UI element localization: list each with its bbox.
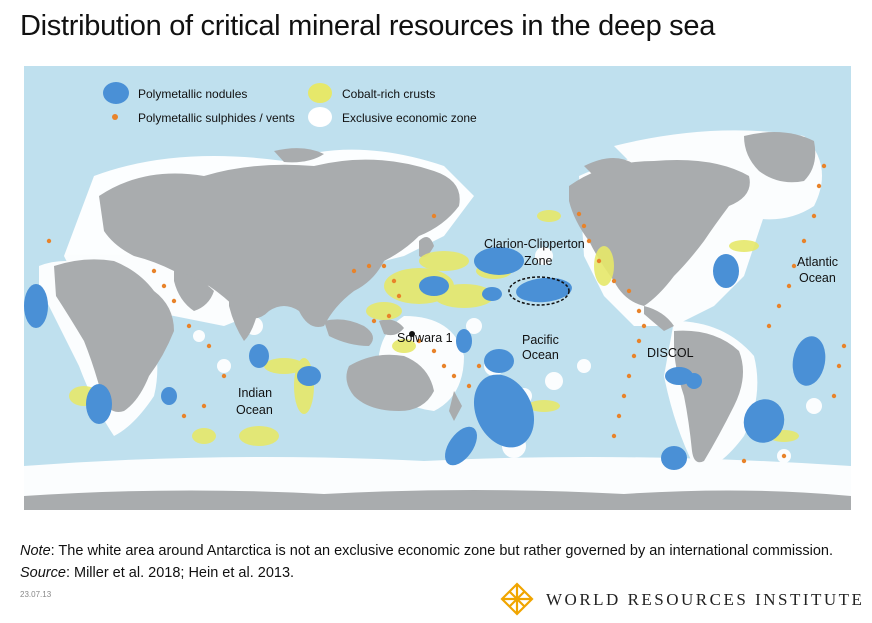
land-eurasia	[99, 159, 460, 327]
polymetallic-nodules	[24, 247, 826, 470]
land-se-asia	[324, 319, 373, 346]
land-arabia	[174, 271, 214, 311]
land-masses	[24, 132, 851, 510]
legend-eez-swatch	[308, 107, 332, 127]
ccz-outline	[508, 276, 570, 306]
label-indian-1: Indian	[238, 386, 272, 400]
legend-nodules-swatch	[103, 82, 129, 104]
label-ccz-2: Zone	[524, 254, 553, 268]
label-atlantic-1: Atlantic	[797, 255, 838, 269]
source-text: : Miller et al. 2018; Hein et al. 2013.	[65, 565, 295, 581]
note-text: : The white area around Antarctica is no…	[50, 543, 834, 559]
legend: Polymetallic nodules Polymetallic sulphi…	[103, 82, 477, 127]
label-pacific-1: Pacific	[522, 333, 559, 347]
label-solwara: Solwara 1	[397, 331, 453, 345]
land-australia	[346, 354, 434, 411]
solwara-marker	[409, 331, 415, 337]
label-ccz-1: Clarion-Clipperton	[484, 237, 585, 251]
wri-logo-text: WORLD RESOURCES INSTITUTE	[546, 590, 865, 609]
note-line: Note: The white area around Antarctica i…	[20, 540, 833, 562]
legend-eez-label: Exclusive economic zone	[342, 111, 477, 125]
legend-sulphides-label: Polymetallic sulphides / vents	[138, 111, 295, 125]
land-south-america	[674, 330, 743, 463]
wri-logo: WORLD RESOURCES INSTITUTE	[500, 582, 862, 616]
page-title: Distribution of critical mineral resourc…	[20, 10, 716, 42]
nodule-ccz	[516, 277, 572, 303]
label-pacific-2: Ocean	[522, 348, 559, 362]
land-greenland	[744, 132, 816, 183]
footnote: Note: The white area around Antarctica i…	[20, 540, 833, 584]
land-africa	[54, 259, 174, 412]
polymetallic-sulphides	[46, 163, 847, 464]
note-label: Note	[20, 543, 51, 559]
label-discol: DISCOL	[647, 346, 694, 360]
legend-crusts-label: Cobalt-rich crusts	[342, 87, 435, 101]
source-label: Source	[20, 565, 66, 581]
wri-lattice-icon	[500, 582, 534, 616]
land-india	[229, 294, 259, 341]
legend-sulphides-swatch	[112, 114, 118, 120]
world-map: Clarion-Clipperton Zone Pacific Ocean At…	[24, 66, 851, 510]
date-stamp: 23.07.13	[20, 590, 52, 599]
source-line: Source: Miller et al. 2018; Hein et al. …	[20, 562, 833, 584]
land-antarctica	[24, 490, 851, 510]
land-north-america	[569, 160, 750, 306]
label-atlantic-2: Ocean	[799, 271, 836, 285]
label-indian-2: Ocean	[236, 403, 273, 417]
legend-crusts-swatch	[308, 83, 332, 103]
legend-nodules-label: Polymetallic nodules	[138, 87, 247, 101]
